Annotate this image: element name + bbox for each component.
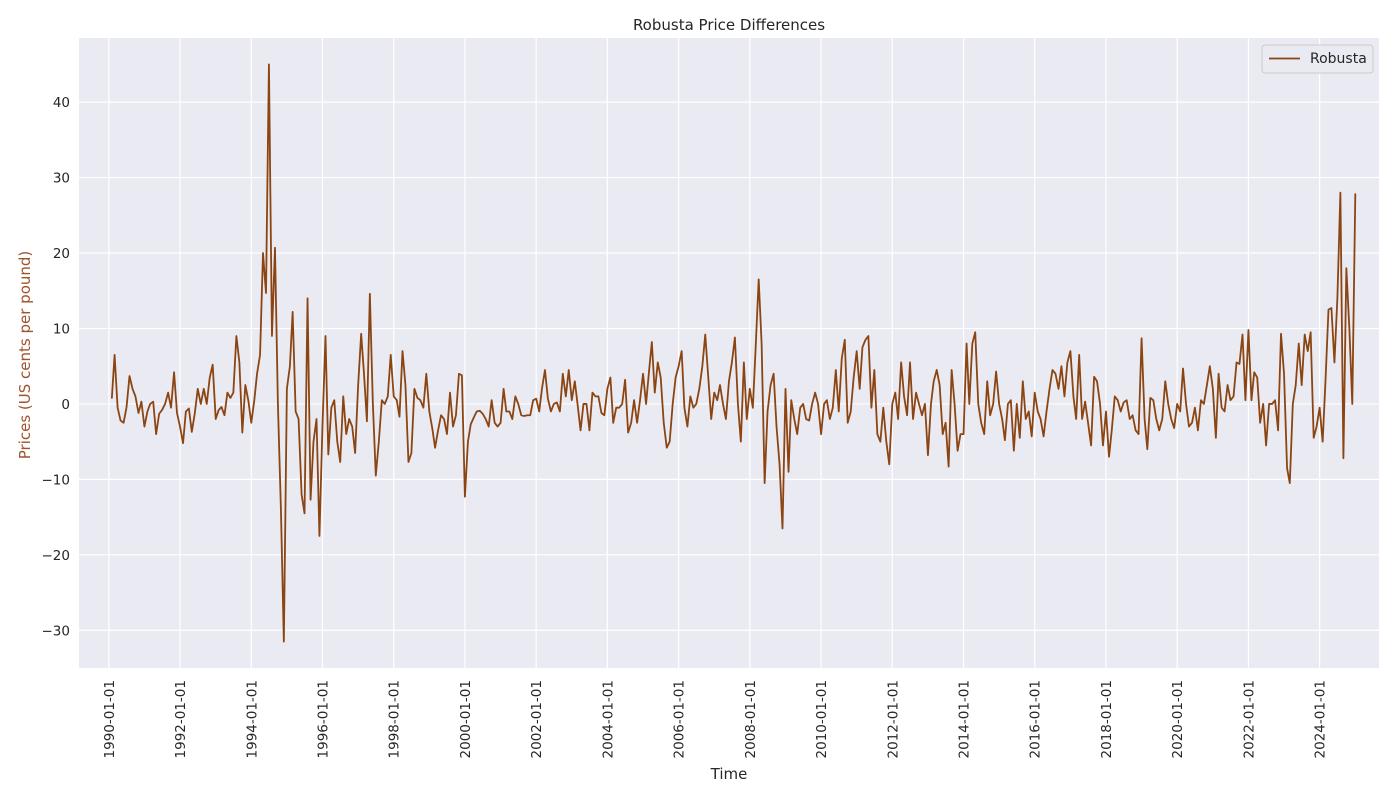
- x-tick-label: 2002-01-01: [529, 680, 545, 758]
- plot-area: [79, 38, 1379, 668]
- x-tick-label: 2004-01-01: [600, 680, 616, 758]
- y-tick-label: −10: [42, 472, 71, 488]
- x-tick-label: 2016-01-01: [1028, 680, 1044, 758]
- series-line-robusta: [110, 63, 1357, 643]
- x-axis-label: Time: [710, 765, 748, 783]
- x-tick-label: 2020-01-01: [1170, 680, 1186, 758]
- y-tick-label: 20: [53, 246, 70, 262]
- y-tick-labels: −30 −20 −10 0 10 20 30 40: [42, 95, 71, 639]
- x-tick-label: 2010-01-01: [814, 680, 830, 758]
- x-tick-label: 2000-01-01: [458, 680, 474, 758]
- y-tick-label: 10: [53, 321, 70, 337]
- y-axis-label: Prices (US cents per pound): [16, 251, 34, 460]
- x-tick-label: 2024-01-01: [1313, 680, 1329, 758]
- x-tick-label: 1994-01-01: [244, 680, 260, 758]
- y-tick-label: 40: [53, 95, 70, 111]
- x-tick-label: 1996-01-01: [315, 680, 331, 758]
- y-tick-label: 0: [61, 397, 70, 413]
- x-tick-label: 1990-01-01: [102, 680, 118, 758]
- y-tick-label: −30: [42, 623, 71, 639]
- x-tick-labels: 1990-01-01 1992-01-01 1994-01-01 1996-01-01…: [102, 680, 1329, 758]
- y-tick-label: −20: [42, 548, 71, 564]
- x-tick-label: 1992-01-01: [173, 680, 189, 758]
- series-layer: [110, 63, 1357, 643]
- legend: Robusta: [1261, 44, 1374, 74]
- x-tick-label: 2022-01-01: [1241, 680, 1257, 758]
- legend-label-robusta: Robusta: [1310, 51, 1367, 67]
- x-gridlines: [108, 38, 1321, 668]
- x-tick-label: 1998-01-01: [387, 680, 403, 758]
- x-tick-label: 2014-01-01: [957, 680, 973, 758]
- y-gridlines: [79, 101, 1379, 631]
- x-tick-label: 2008-01-01: [743, 680, 759, 758]
- chart-title: Robusta Price Differences: [633, 16, 825, 34]
- x-tick-label: 2018-01-01: [1099, 680, 1115, 758]
- x-tick-label: 2012-01-01: [885, 680, 901, 758]
- legend-box: [1261, 44, 1374, 74]
- y-tick-label: 30: [53, 171, 70, 187]
- x-tick-label: 2006-01-01: [672, 680, 688, 758]
